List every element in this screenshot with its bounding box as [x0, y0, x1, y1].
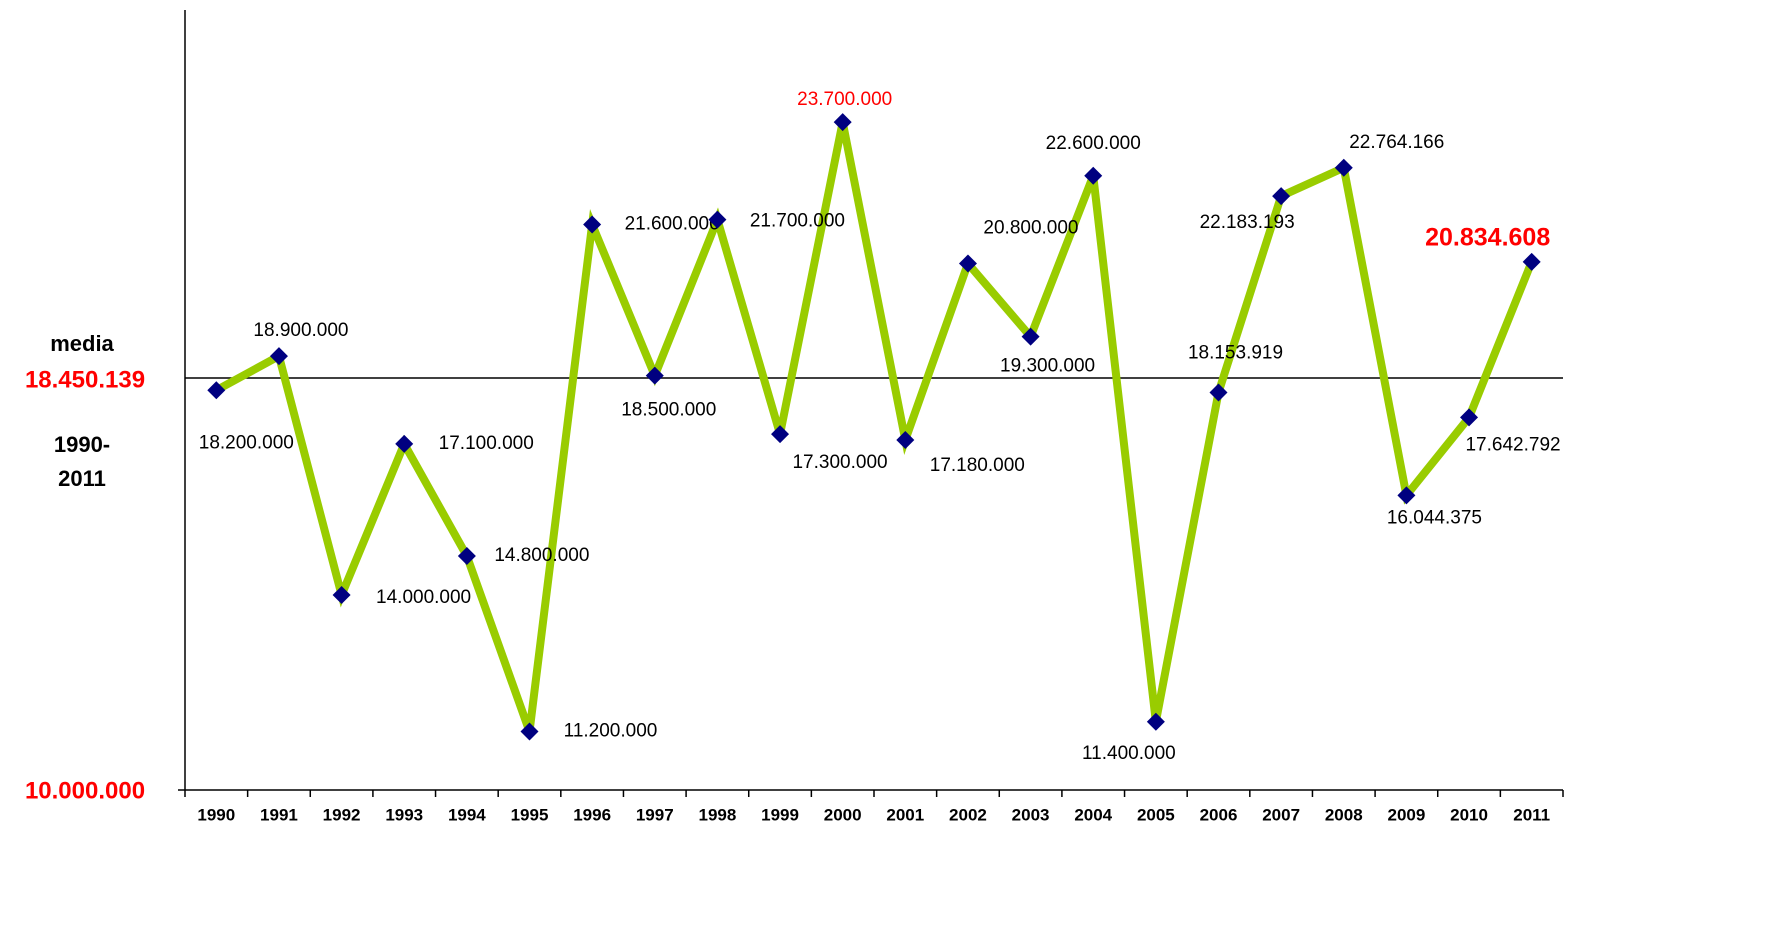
mean-label: 18.450.139 [25, 366, 145, 393]
marker [1522, 252, 1541, 271]
data-label: 17.100.000 [439, 433, 534, 454]
marker [1146, 712, 1165, 731]
marker [395, 434, 414, 453]
data-label: 18.900.000 [253, 320, 348, 341]
data-label: 22.600.000 [1046, 133, 1141, 154]
marker [332, 586, 351, 604]
marker [1084, 166, 1103, 185]
marker [958, 254, 977, 273]
marker [896, 430, 915, 449]
x-tick-label: 2004 [1074, 805, 1112, 824]
marker [1272, 187, 1291, 206]
line [214, 121, 1536, 733]
x-tick-label: 2000 [824, 805, 862, 824]
marker [1397, 486, 1416, 505]
x-tick-label: 1993 [385, 805, 423, 824]
x-tick-label: 2010 [1450, 805, 1488, 824]
marker [269, 347, 288, 366]
data-label: 20.834.608 [1425, 223, 1550, 251]
marker [1334, 158, 1353, 177]
data-label: 17.642.792 [1465, 434, 1560, 455]
data-label: 14.800.000 [494, 545, 589, 566]
marker [833, 113, 852, 132]
x-tick-label: 1995 [511, 805, 549, 824]
mean-period: 1990- [54, 432, 110, 457]
data-label: 11.400.000 [1082, 743, 1176, 764]
mean-title: media [50, 331, 114, 356]
y-tick-label: 10.000.000 [25, 777, 145, 804]
data-label: 20.800.000 [983, 218, 1078, 239]
marker [520, 722, 539, 741]
data-label: 18.200.000 [199, 432, 294, 453]
marker [1460, 408, 1479, 427]
marker [1021, 327, 1040, 346]
marker [583, 215, 602, 234]
data-label: 11.200.000 [564, 721, 658, 742]
marker [771, 425, 790, 444]
marker [708, 210, 727, 229]
x-tick-label: 1994 [448, 805, 486, 824]
data-label: 23.700.000 [797, 89, 892, 110]
x-tick-label: 2001 [886, 805, 924, 824]
x-tick-label: 2005 [1137, 805, 1175, 824]
x-tick-label: 1992 [323, 805, 361, 824]
x-tick-label: 2002 [949, 805, 987, 824]
x-tick-label: 1998 [698, 805, 736, 824]
data-label: 14.000.000 [376, 587, 471, 608]
data-label: 21.600.000 [625, 214, 720, 235]
marker [207, 381, 226, 400]
x-tick-label: 1999 [761, 805, 799, 824]
x-tick-label: 2007 [1262, 805, 1300, 824]
data-label: 22.183.193 [1200, 212, 1295, 233]
data-label: 21.700.000 [750, 211, 845, 232]
x-tick-label: 1990 [197, 805, 235, 824]
data-label: 19.300.000 [1000, 356, 1095, 377]
x-tick-label: 2003 [1012, 805, 1050, 824]
data-label: 17.300.000 [792, 452, 887, 473]
data-label: 22.764.166 [1349, 132, 1444, 153]
data-label: 17.180.000 [930, 455, 1025, 476]
x-tick-label: 1991 [260, 805, 298, 824]
x-tick-label: 2008 [1325, 805, 1363, 824]
data-label: 18.153.919 [1188, 343, 1283, 364]
x-tick-label: 2009 [1387, 805, 1425, 824]
marker [645, 366, 664, 385]
marker [457, 547, 476, 565]
x-tick-label: 1996 [573, 805, 611, 824]
marker [1209, 383, 1228, 402]
mean-period: 2011 [58, 466, 106, 491]
x-tick-label: 2006 [1200, 805, 1238, 824]
data-label: 18.500.000 [621, 400, 716, 421]
data-label: 16.044.375 [1387, 507, 1482, 528]
x-tick-label: 2011 [1513, 805, 1550, 824]
x-tick-label: 1997 [636, 805, 674, 824]
